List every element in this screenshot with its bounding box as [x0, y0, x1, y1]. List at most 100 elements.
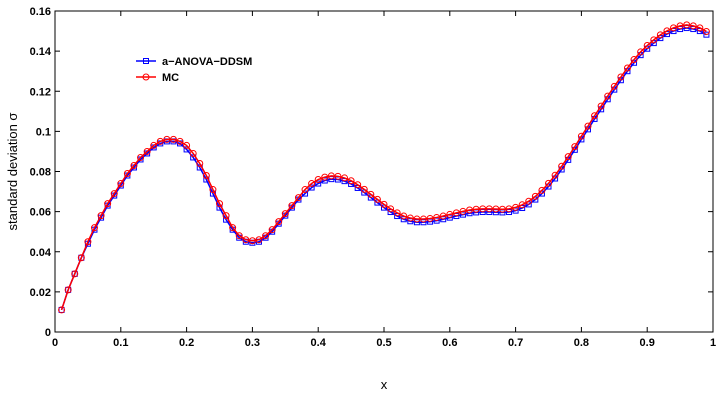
data-point	[169, 135, 177, 143]
data-point	[189, 149, 197, 157]
data-point	[130, 161, 138, 169]
data-point	[327, 172, 335, 180]
data-point	[617, 73, 625, 81]
y-tick-label: 0.1	[36, 126, 51, 138]
data-point	[354, 181, 362, 189]
data-point	[321, 173, 329, 181]
data-point	[248, 237, 256, 245]
data-point	[137, 153, 145, 161]
data-point	[97, 212, 105, 220]
data-point	[294, 194, 302, 202]
y-axis-label: standard deviation σ	[5, 113, 20, 231]
data-point	[176, 137, 184, 145]
y-tick-label: 0.12	[30, 86, 51, 98]
x-tick-label: 1	[710, 337, 716, 349]
data-point	[558, 162, 566, 170]
y-tick-label: 0	[45, 327, 51, 339]
series-mc	[58, 21, 710, 314]
y-tick-label: 0.04	[30, 247, 52, 259]
data-point	[209, 186, 217, 194]
data-point	[650, 36, 658, 44]
data-point	[597, 102, 605, 110]
data-point	[308, 184, 315, 191]
data-point	[58, 306, 66, 314]
data-point	[117, 180, 125, 188]
data-point	[577, 132, 585, 140]
y-tick-label: 0.06	[30, 207, 51, 219]
data-point	[446, 210, 454, 218]
data-point	[498, 205, 506, 213]
data-point	[512, 203, 520, 211]
y-tick-label: 0.14	[30, 46, 52, 58]
data-point	[564, 153, 572, 161]
data-point	[156, 137, 164, 145]
data-point	[183, 141, 191, 149]
data-point	[696, 24, 704, 32]
data-point	[288, 202, 296, 210]
data-point	[604, 92, 612, 100]
data-point	[551, 171, 559, 179]
data-point	[202, 172, 210, 180]
data-point	[591, 112, 599, 120]
data-point	[281, 210, 289, 218]
data-point	[439, 212, 447, 220]
data-point	[702, 27, 710, 35]
data-point	[676, 22, 684, 30]
data-point	[321, 177, 328, 184]
data-point	[656, 31, 664, 39]
data-point	[485, 205, 493, 213]
data-point	[229, 224, 237, 232]
data-point	[275, 218, 283, 226]
data-point	[452, 209, 460, 217]
x-tick-label: 0.4	[311, 337, 327, 349]
data-point	[301, 186, 309, 194]
data-point	[242, 236, 250, 244]
legend-marker	[142, 73, 150, 81]
x-tick-label: 0	[52, 337, 58, 349]
data-point	[268, 226, 276, 234]
data-point	[472, 205, 480, 213]
data-point	[341, 174, 349, 182]
x-tick-label: 0.9	[640, 337, 655, 349]
y-tick-label: 0.16	[30, 6, 51, 18]
data-point	[492, 205, 500, 213]
data-point	[689, 22, 697, 30]
data-point	[84, 238, 92, 246]
data-point	[433, 213, 441, 221]
data-point	[426, 214, 434, 222]
data-point	[623, 64, 631, 72]
data-point	[110, 190, 118, 198]
data-point	[373, 195, 381, 203]
x-axis-label: x	[381, 377, 388, 392]
data-point	[531, 192, 539, 200]
data-point	[419, 215, 427, 223]
data-point	[459, 207, 467, 215]
data-point	[703, 31, 710, 38]
x-tick-label: 0.6	[442, 337, 457, 349]
data-point	[64, 286, 72, 294]
data-point	[196, 159, 204, 167]
data-point	[400, 212, 408, 220]
data-point	[584, 122, 592, 130]
data-point	[413, 215, 421, 223]
data-point	[315, 180, 322, 187]
data-point	[347, 177, 355, 185]
data-point	[630, 56, 638, 64]
data-point	[525, 197, 533, 205]
data-point	[262, 232, 270, 240]
legend-marker	[143, 58, 149, 64]
data-point	[518, 201, 526, 209]
legend-label: MC	[162, 72, 179, 84]
x-tick-label: 0.2	[179, 337, 194, 349]
legend-label: a−ANOVA−DDSM	[162, 56, 252, 68]
series-line	[60, 24, 707, 311]
data-point	[545, 179, 552, 187]
data-point	[637, 48, 645, 56]
data-point	[314, 176, 322, 184]
data-point	[360, 185, 368, 193]
data-point	[90, 224, 98, 232]
data-point	[380, 200, 388, 208]
data-point	[77, 254, 85, 262]
data-point	[123, 170, 131, 178]
